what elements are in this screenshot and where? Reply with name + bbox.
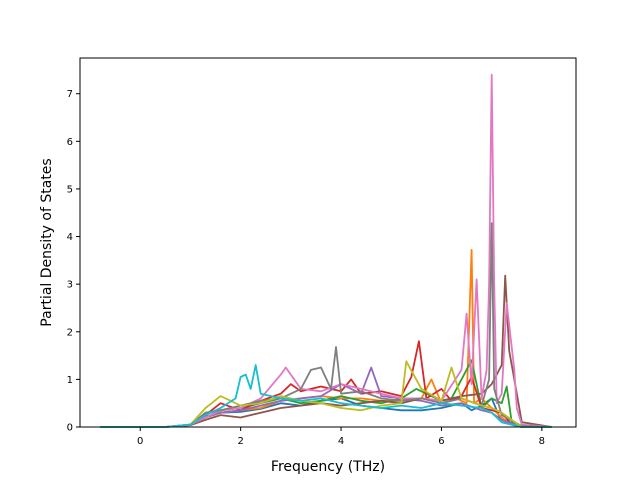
plot-frame xyxy=(79,57,577,428)
x-tick-label: 0 xyxy=(137,436,143,447)
series-line-6 xyxy=(100,274,553,428)
x-tick-label: 8 xyxy=(539,436,545,447)
series-line-9 xyxy=(100,360,552,428)
series-line-10 xyxy=(100,364,552,428)
y-axis: 0 1 2 3 4 5 6 7 xyxy=(67,89,80,434)
series-line-8 xyxy=(100,222,552,428)
series-layer xyxy=(100,73,553,428)
y-tick-label: 1 xyxy=(67,375,73,386)
x-tick-label: 6 xyxy=(438,436,444,447)
y-tick-label: 5 xyxy=(67,184,73,195)
y-axis-label: Partial Density of States xyxy=(39,158,55,326)
x-tick-label: 2 xyxy=(237,436,243,447)
x-axis: 0 2 4 6 8 xyxy=(137,427,545,447)
x-tick-label: 4 xyxy=(338,436,344,447)
y-tick-label: 4 xyxy=(67,232,73,243)
y-tick-label: 0 xyxy=(67,423,73,434)
series-line-5 xyxy=(100,366,552,428)
y-tick-label: 6 xyxy=(67,137,73,148)
y-tick-label: 2 xyxy=(67,327,73,338)
x-axis-label: Frequency (THz) xyxy=(271,459,385,475)
y-tick-label: 7 xyxy=(67,89,73,100)
y-tick-label: 3 xyxy=(67,280,73,291)
